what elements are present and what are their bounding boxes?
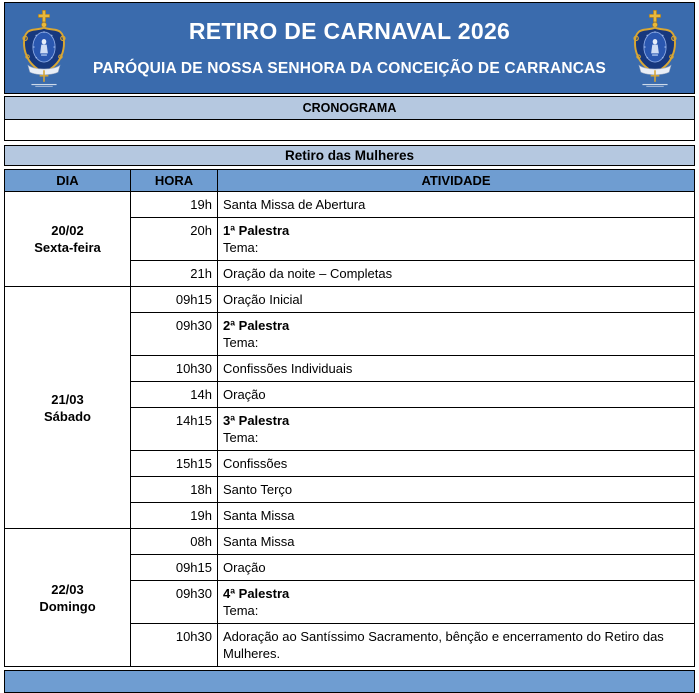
time-cell: 20h (130, 217, 218, 261)
activity-cell: Oração Inicial (217, 286, 695, 313)
time-cell: 15h15 (130, 450, 218, 477)
time-cell: 18h (130, 476, 218, 503)
day-cell: 20/02 Sexta-feira (4, 191, 131, 287)
activity-cell: Santa Missa de Abertura (217, 191, 695, 218)
schedule-row: 22/03 Domingo 08h Santa Missa (4, 528, 695, 667)
activity-cell: Santa Missa (217, 528, 695, 555)
activity-title: 2ª Palestra (223, 318, 290, 333)
schedule-row: 09h15 Oração (5, 554, 695, 581)
document-subtitle: PARÓQUIA DE NOSSA SENHORA DA CONCEIÇÃO D… (92, 60, 607, 77)
schedule-row: 20h 1ª Palestra Tema: (5, 217, 695, 261)
day-weekday: Domingo (39, 598, 96, 614)
time-cell: 21h (130, 260, 218, 287)
time-cell: 09h15 (130, 554, 218, 581)
activity-cell: Confissões Individuais (217, 355, 695, 382)
activity-cell: 3ª Palestra Tema: (217, 407, 695, 451)
activity-subtitle: Tema: (223, 603, 259, 618)
activity-cell: 1ª Palestra Tema: (217, 217, 695, 261)
document-header: RETIRO DE CARNAVAL 2026 PARÓQUIA DE NOSS… (4, 2, 695, 94)
day-weekday: Sábado (44, 408, 91, 424)
schedule-row: 21h Oração da noite – Completas (5, 260, 695, 287)
section-band-retiro-das-mulheres: Retiro das Mulheres (4, 145, 695, 166)
document-page: RETIRO DE CARNAVAL 2026 PARÓQUIA DE NOSS… (4, 2, 695, 693)
day-cell: 21/03 Sábado (4, 286, 131, 529)
activity-cell: 2ª Palestra Tema: (217, 312, 695, 356)
day-weekday: Sexta-feira (34, 240, 101, 255)
schedule-row: 18h Santo Terço (5, 476, 695, 503)
day-cell: 22/03 Domingo (4, 528, 131, 667)
time-cell: 14h (130, 381, 218, 408)
day-date: 21/03 (51, 391, 84, 407)
parish-coat-of-arms-icon (633, 10, 677, 87)
time-cell: 19h (130, 502, 218, 529)
schedule-row: 15h15 Confissões (5, 450, 695, 477)
cronograma-label: CRONOGRAMA (302, 101, 397, 115)
activity-cell: Santa Missa (217, 502, 695, 529)
time-cell: 10h30 (130, 355, 218, 382)
activity-cell: Oração da noite – Completas (217, 260, 695, 287)
activity-cell: 4ª Palestra Tema: (217, 580, 695, 624)
time-cell: 19h (130, 191, 218, 218)
section-label: Retiro das Mulheres (284, 148, 415, 163)
activity-cell: Adoração ao Santíssimo Sacramento, bênçã… (217, 623, 695, 667)
schedule-row: 09h30 2ª Palestra Tema: (5, 312, 695, 356)
activity-subtitle: Tema: (223, 335, 259, 350)
schedule-row: 14h Oração (5, 381, 695, 408)
day-date: 22/03 (51, 581, 84, 597)
activity-cell: Oração (217, 381, 695, 408)
time-cell: 09h30 (130, 312, 218, 356)
parish-coat-of-arms-icon (22, 10, 66, 87)
activity-title: 4ª Palestra (223, 586, 290, 601)
time-cell: 10h30 (130, 623, 218, 667)
time-cell: 14h15 (130, 407, 218, 451)
schedule-header-row: DIA HORA ATIVIDADE (4, 169, 695, 192)
cronograma-band: CRONOGRAMA (4, 96, 695, 120)
activity-cell: Santo Terço (217, 476, 695, 503)
time-cell: 09h30 (130, 580, 218, 624)
schedule-row: 09h30 4ª Palestra Tema: (5, 580, 695, 624)
activity-cell: Confissões (217, 450, 695, 477)
activity-subtitle: Tema: (223, 430, 259, 445)
day-date: 20/02 (51, 223, 84, 238)
time-cell: 09h15 (130, 286, 218, 313)
schedule-row: 20/02 Sexta-feira 19h Santa Missa de Abertu… (4, 191, 695, 287)
schedule-row: 19h Santa Missa (5, 502, 695, 529)
schedule-table: DIA HORA ATIVIDADE 20/02 Sexta-feira 19h Sa… (4, 169, 695, 667)
schedule-row: 10h30 Adoração ao Santíssimo Sacramento, … (5, 623, 695, 667)
activity-title: 3ª Palestra (223, 413, 290, 428)
column-header-hora: HORA (130, 169, 218, 192)
activity-subtitle: Tema: (223, 240, 259, 255)
empty-row (4, 120, 695, 141)
header-text-block: RETIRO DE CARNAVAL 2026 PARÓQUIA DE NOSS… (73, 18, 626, 78)
column-header-atividade: ATIVIDADE (217, 169, 695, 192)
time-cell: 08h (130, 528, 218, 555)
footer-band (4, 670, 695, 693)
schedule-row: 21/03 Sábado 09h15 Oração Inicial (4, 286, 695, 529)
activity-cell: Oração (217, 554, 695, 581)
activity-title: 1ª Palestra (223, 223, 290, 238)
document-title: RETIRO DE CARNAVAL 2026 (188, 18, 511, 44)
column-header-dia: DIA (4, 169, 131, 192)
